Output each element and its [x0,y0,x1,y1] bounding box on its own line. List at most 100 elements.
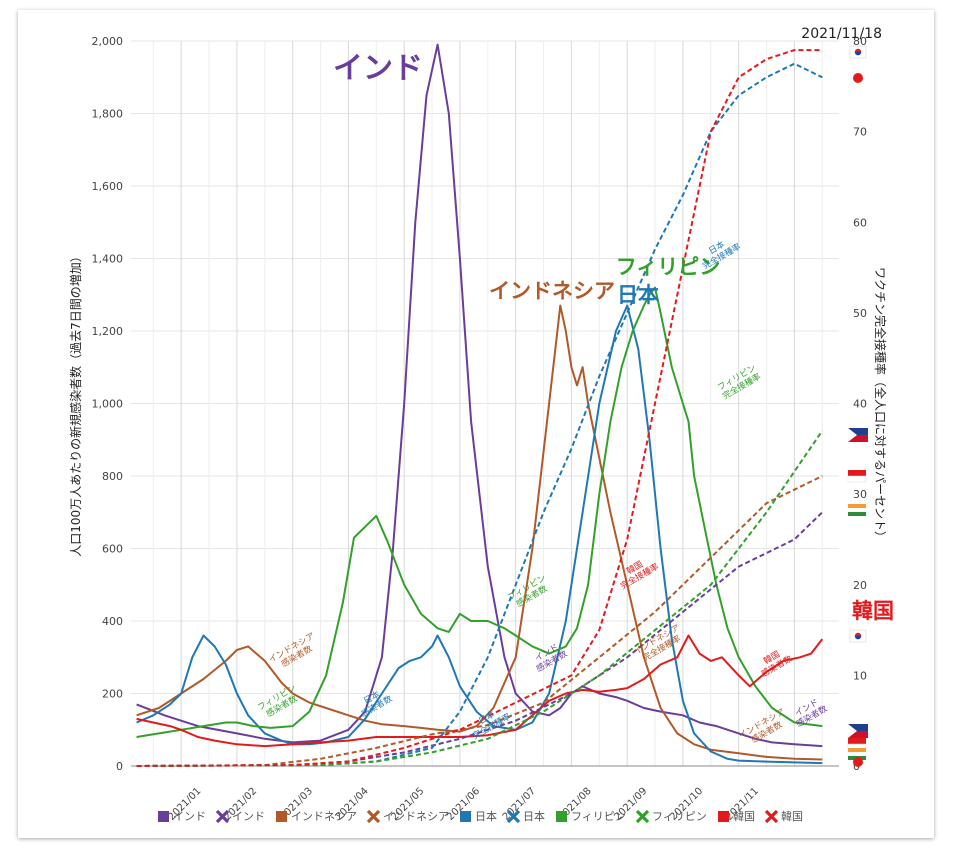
flag-triangle [848,428,857,442]
flag-band [848,435,868,442]
series-line-cases [136,286,823,738]
legend-cross [215,809,230,824]
indonesia-big-label: インドネシア [489,279,615,303]
legend-label: フィリピン [571,810,626,823]
legend-swatch [718,811,729,822]
flag-band [848,470,866,476]
flag-triangle [848,724,857,738]
flag-band [848,504,866,508]
right-axis-title: ワクチン完全接種率（全人口に対するパーセント） [873,267,888,543]
flag-half [854,636,862,640]
korea-flag-icon [849,629,867,643]
legend-label: インドネシア [383,810,449,823]
legend-label: 韓国 [733,810,755,823]
right-tick-label: 60 [853,216,867,229]
legend-swatch [460,811,471,822]
series-line-vax [136,475,823,767]
legend-label: 日本 [475,809,497,823]
left-tick-label: 200 [102,688,123,701]
flag-band [848,512,866,516]
legend-item: インドネシア [276,810,357,823]
legend-item: フィリピン [635,809,707,824]
left-tick-label: 1,000 [92,398,124,411]
legend-item: 日本 [506,809,545,824]
philippines-big-label: フィリピン [616,255,721,279]
flag-band [848,748,866,752]
philippines-flag-icon [848,428,868,442]
left-tick-label: 1,600 [92,180,124,193]
left-tick-label: 2,000 [92,35,124,48]
legend-cross [764,809,779,824]
legend-cross [366,809,381,824]
legend-label: 韓国 [781,810,803,823]
series-line-cases [136,304,823,761]
flag-band [848,428,868,435]
left-tick-label: 400 [102,615,123,628]
legend-swatch [158,811,169,822]
flag-band [848,731,868,738]
india-flag-icon [848,504,866,516]
series-line-cases [136,304,823,765]
legend-label: インド [173,810,206,823]
chart-svg: 0 200 400 600 800 1,000 1,200 1,400 1,600 1,800 2,… [68,35,894,824]
flag-disc [853,73,863,83]
chart-card: 0 200 400 600 800 1,000 1,200 1,400 1,600 1,800 2,… [18,10,934,838]
legend-item: 韓国 [718,810,755,823]
legend-cross [635,809,650,824]
legend-cross [506,809,521,824]
flag-half [854,52,862,56]
date-label: 2021/11/18 [801,26,882,42]
right-tick-label: 70 [853,126,867,139]
right-tick-label: 40 [853,398,867,411]
series-line-vax [136,62,823,767]
legend-label: フィリピン [652,810,707,823]
legend-item: インドネシア [366,809,449,824]
legend-item: フィリピン [556,810,626,823]
right-tick-label: 30 [853,488,867,501]
legend-item: 韓国 [764,809,803,824]
india-big-label: インド [333,51,423,86]
flag-band [847,475,867,483]
left-tick-label: 1,200 [92,325,124,338]
japan-flag-icon [853,757,863,767]
right-tick-label: 80 [853,35,867,48]
legend-swatch [276,811,287,822]
flag-band [848,724,868,731]
right-tick-label: 20 [853,579,867,592]
series-line-cases [136,634,824,748]
series-line-vax [136,49,823,767]
legend-swatch [556,811,567,822]
legend-item: インド [215,809,265,824]
philippines-flag-icon [848,724,868,738]
japan-big-label: 日本 [617,283,659,307]
legend-item: インド [158,810,206,823]
left-tick-label: 1,800 [92,108,124,121]
left-tick-label: 0 [116,760,123,773]
flag-band [848,738,866,744]
flag-band [848,752,866,756]
right-tick-label: 10 [853,669,867,682]
indonesia-flag-icon [847,470,867,483]
legend-label: インドネシア [291,810,357,823]
left-tick-label: 800 [102,470,123,483]
legend-label: 日本 [523,809,545,823]
series-line-cases [136,43,823,748]
left-axis-title: 人口100万人あたりの新規感染者数（過去7日間の増加） [68,250,83,557]
flag-disc [853,757,863,767]
flag-band [848,508,866,512]
korea-big-label: 韓国 [852,599,894,623]
legend-item: 日本 [460,809,497,823]
left-tick-label: 1,400 [92,253,124,266]
legend-label: インド [232,810,265,823]
left-tick-label: 600 [102,543,123,556]
japan-flag-icon [853,73,863,83]
series-line-vax [136,430,824,767]
